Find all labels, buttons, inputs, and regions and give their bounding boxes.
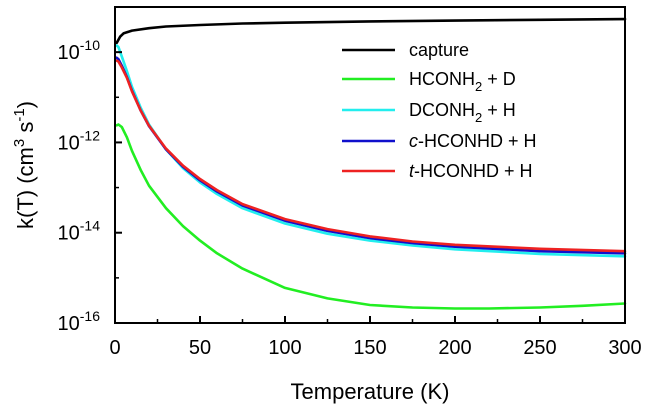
- y-tick-base: 10: [58, 42, 80, 64]
- y-axis-title: k(T) (cm3 s-1): [11, 101, 38, 229]
- y-title-superscript: 3: [11, 139, 28, 147]
- legend-label-part: 2: [475, 110, 482, 125]
- legend-label-part: c: [409, 131, 418, 151]
- x-tick-label: 0: [109, 337, 120, 359]
- y-tick-label: 10-12: [58, 127, 101, 154]
- legend-label-part: + D: [482, 69, 516, 89]
- y-tick-exponent: -16: [80, 308, 100, 324]
- y-title-part: k(T) (cm: [13, 147, 38, 229]
- x-tick-label: 200: [438, 337, 471, 359]
- y-tick-label: 10-10: [58, 37, 101, 64]
- y-tick-base: 10: [58, 313, 80, 335]
- y-tick-exponent: -10: [80, 37, 100, 53]
- legend-label-part: + H: [482, 100, 516, 120]
- legend-label-2: DCONH2 + H: [409, 100, 516, 125]
- y-title-part: s: [13, 122, 38, 139]
- series-line-3: [115, 56, 627, 255]
- series-layer: [115, 17, 627, 310]
- y-tick-base: 10: [58, 132, 80, 154]
- legend-label-part: DCONH: [409, 100, 475, 120]
- series-line-1: [115, 123, 627, 310]
- y-tick-exponent: -14: [80, 218, 100, 234]
- legend-label-part: -HCONHD + H: [418, 131, 537, 151]
- legend-label-4: t-HCONHD + H: [409, 161, 533, 181]
- y-tick-label: 10-14: [58, 218, 101, 245]
- x-axis-title: Temperature (K): [291, 379, 450, 404]
- x-tick-label: 50: [189, 337, 211, 359]
- x-tick-label: 300: [608, 337, 641, 359]
- legend-label-3: c-HCONHD + H: [409, 131, 537, 151]
- plot-frame: [114, 6, 626, 324]
- x-tick-label: 100: [268, 337, 301, 359]
- y-title-superscript: -1: [11, 108, 28, 121]
- legend-label-1: HCONH2 + D: [409, 69, 516, 94]
- y-tick-exponent: -12: [80, 127, 100, 143]
- y-title-part: ): [13, 101, 38, 108]
- legend-label-part: -HCONHD + H: [414, 161, 533, 181]
- series-line-4: [115, 59, 627, 253]
- legend-label-part: t: [409, 161, 415, 181]
- series-line-0: [115, 17, 627, 45]
- y-tick-base: 10: [58, 223, 80, 245]
- series-line-2: [115, 44, 627, 258]
- x-tick-label: 150: [353, 337, 386, 359]
- legend-label-part: 2: [475, 79, 482, 94]
- legend-label-part: HCONH: [409, 69, 475, 89]
- y-tick-label: 10-16: [58, 308, 101, 335]
- x-tick-label: 250: [523, 337, 556, 359]
- legend-label-0: capture: [409, 40, 469, 60]
- legend-label-part: capture: [409, 40, 469, 60]
